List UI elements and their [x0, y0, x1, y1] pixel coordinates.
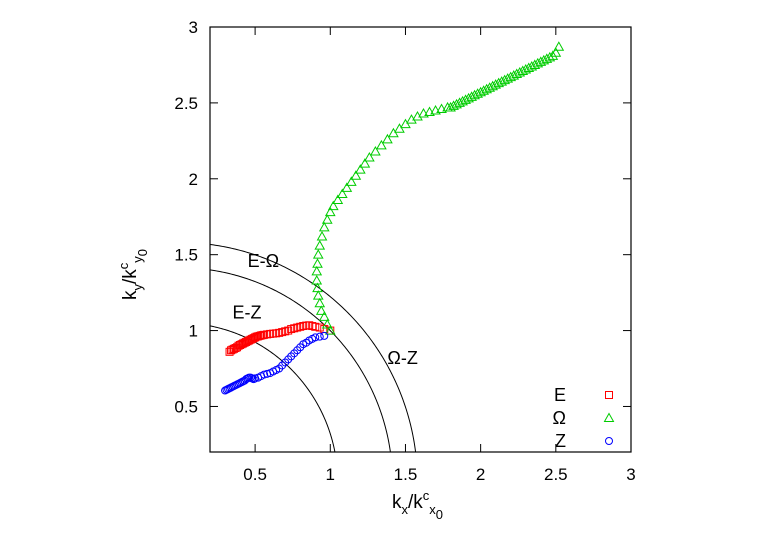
data-point	[327, 200, 339, 211]
legend-markers	[603, 391, 615, 445]
series-0	[225, 321, 335, 356]
legend-marker-2	[605, 437, 613, 445]
y-axis-label-subsub: 0	[135, 249, 150, 256]
series-2	[221, 331, 329, 395]
data-point	[424, 106, 435, 116]
plot-frame	[209, 26, 632, 453]
x-tick-label: 2	[476, 465, 485, 484]
data-point	[311, 265, 323, 276]
y-tick-label: 0.5	[174, 397, 198, 416]
annotation-omega-z: Ω-Z	[387, 348, 417, 368]
y-axis-label-sub2: y	[130, 256, 145, 263]
data-point	[314, 297, 326, 308]
data-point	[312, 282, 323, 293]
data-point	[336, 188, 348, 198]
y-tick-label: 2	[189, 170, 198, 189]
data-point	[311, 322, 320, 331]
data-point	[320, 331, 329, 340]
x-tick-label: 1.5	[394, 465, 418, 484]
data-point	[316, 230, 328, 241]
data-point	[312, 258, 323, 268]
data-point	[388, 127, 399, 138]
x-axis-label: kx/kcx0	[392, 488, 443, 522]
y-tick-label: 2.5	[174, 94, 198, 113]
boundary-curve-1	[210, 243, 417, 452]
legend-label-e: E	[554, 385, 566, 405]
y-axis-label-sub: y	[130, 284, 145, 291]
data-point	[350, 170, 362, 180]
data-point	[341, 182, 353, 192]
data-point	[553, 41, 565, 51]
legend-marker-1	[603, 412, 615, 422]
data-point	[370, 145, 381, 156]
x-tick-label: 3	[626, 465, 635, 484]
legend: E Ω Z	[553, 385, 615, 451]
x-axis-label-sep: /k	[408, 492, 423, 513]
data-point	[436, 103, 447, 113]
data-point	[394, 123, 405, 133]
y-tick-label: 1	[189, 322, 198, 341]
data-point	[311, 333, 320, 342]
boundary-curve-2	[210, 325, 336, 452]
data-point	[314, 240, 326, 250]
data-point	[400, 118, 411, 129]
data-point	[345, 176, 357, 186]
y-axis-label-sep: /k	[120, 269, 141, 284]
data-point	[364, 152, 375, 162]
x-axis-label-sup: c	[423, 488, 430, 503]
data-points	[221, 41, 565, 395]
data-point	[312, 290, 324, 300]
legend-label-omega: Ω	[553, 408, 566, 428]
y-tick-label: 3	[189, 18, 198, 37]
data-point	[324, 206, 336, 217]
data-point	[311, 274, 323, 285]
data-point	[315, 305, 327, 315]
y-axis-label-base: k	[120, 290, 141, 300]
annotation-e-omega: E-Ω	[248, 251, 279, 271]
series-1	[311, 41, 565, 335]
x-axis-label-sub2: x	[429, 502, 436, 517]
data-point	[324, 325, 336, 335]
legend-label-z: Z	[555, 431, 566, 451]
boundary-curves	[210, 243, 417, 452]
data-point	[315, 332, 324, 341]
data-point	[418, 107, 429, 118]
x-tick-label: 2.5	[544, 465, 568, 484]
svg-text:ky/kcy0: ky/kcy0	[116, 249, 150, 300]
data-point	[318, 221, 330, 232]
x-tick-label: 1	[326, 465, 335, 484]
data-point	[332, 194, 344, 205]
data-point	[312, 249, 324, 259]
data-point	[355, 164, 366, 174]
y-axis-label: ky/kcy0	[116, 249, 150, 300]
legend-marker-0	[605, 391, 613, 399]
data-point	[544, 51, 556, 62]
data-point	[547, 50, 559, 60]
boundary-curve-0	[210, 269, 391, 452]
x-axis-label-base: k	[392, 492, 402, 513]
y-tick-label: 1.5	[174, 246, 198, 265]
data-point	[376, 139, 387, 150]
x-tick-label: 0.5	[243, 465, 267, 484]
data-point	[260, 370, 269, 379]
y-axis-label-sup: c	[116, 262, 131, 269]
x-axis-label-subsub: 0	[436, 507, 443, 522]
data-point	[318, 311, 330, 321]
x-axis-label-sub: x	[402, 502, 409, 517]
svg-text:kx/kcx0: kx/kcx0	[392, 488, 443, 522]
data-point	[321, 214, 333, 224]
data-point	[550, 47, 562, 57]
data-point	[430, 104, 441, 115]
data-point	[321, 318, 333, 329]
axis-ticks: 0.5 1 1.5 2 2.5 3 0.5 1 1.5 2 2.5 3	[174, 18, 635, 484]
annotation-e-z: E-Z	[233, 302, 262, 322]
data-point	[359, 158, 371, 168]
data-point	[382, 133, 393, 144]
